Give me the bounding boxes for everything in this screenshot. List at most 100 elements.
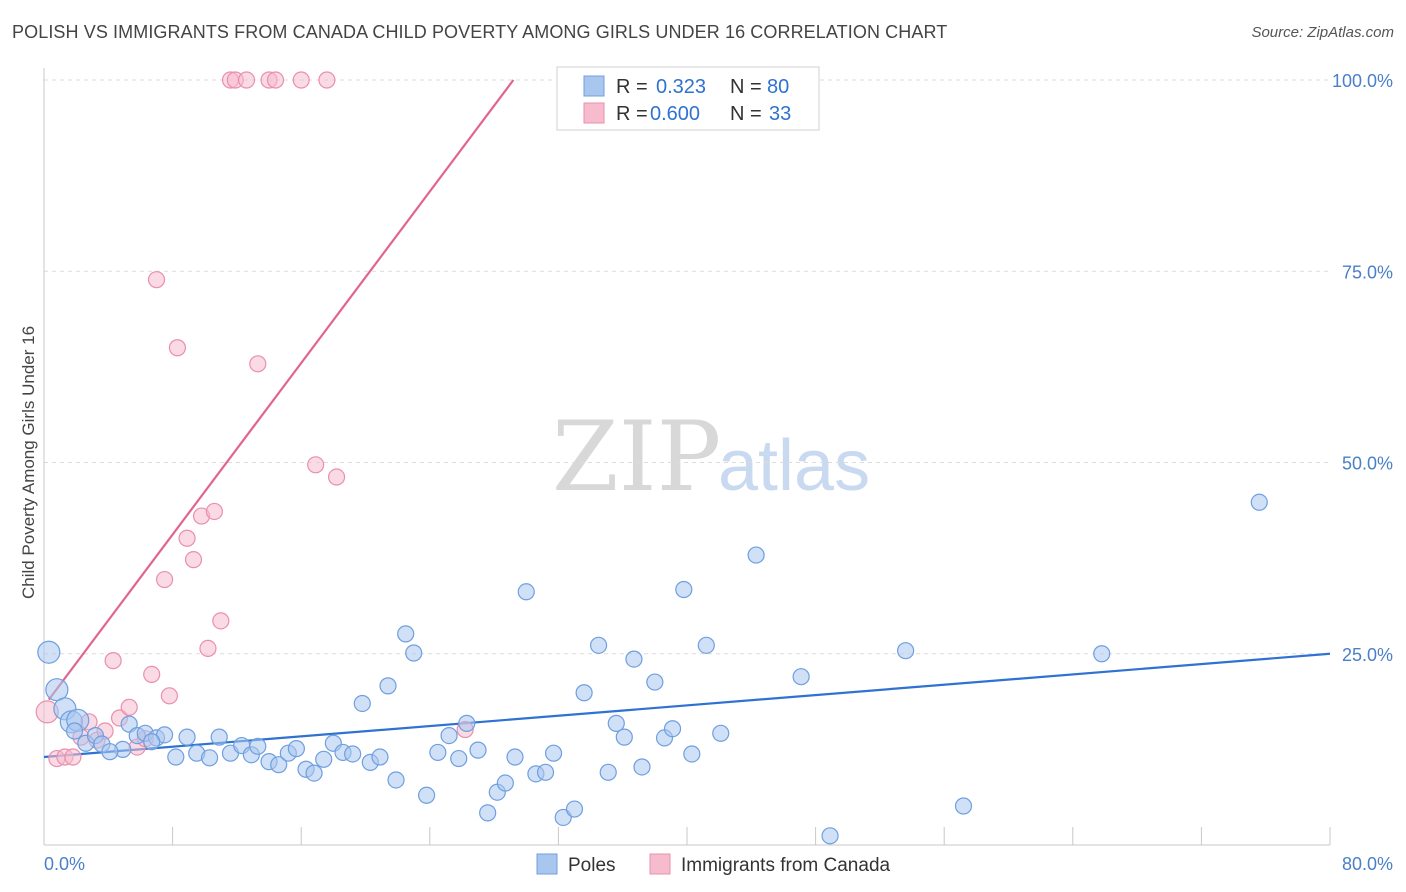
point-canada-19 xyxy=(184,551,203,569)
point-canada-23 xyxy=(212,612,230,630)
point-poles-74 xyxy=(954,797,973,815)
point-poles-28 xyxy=(305,764,323,782)
tick-labels: 25.0% 50.0% 75.0% 100.0% 0.0% 80.0% xyxy=(44,71,1393,874)
grid xyxy=(44,79,1330,655)
point-poles-52 xyxy=(536,763,555,781)
point-poles-18 xyxy=(210,728,228,746)
point-poles-0 xyxy=(37,640,61,664)
y-axis-label: Child Poverty Among Girls Under 16 xyxy=(19,326,38,599)
point-poles-56 xyxy=(575,684,593,702)
point-poles-53 xyxy=(544,744,563,762)
point-poles-26 xyxy=(287,740,305,758)
point-poles-71 xyxy=(792,668,810,686)
point-canada-27 xyxy=(249,355,267,373)
legend-n-label-canada: N = xyxy=(730,103,762,125)
legend-swatch-canada xyxy=(583,102,605,124)
y-tick-label-0: 25.0% xyxy=(1342,645,1393,665)
point-poles-17 xyxy=(200,749,219,767)
legend-r-label-poles: R = xyxy=(616,76,648,98)
legend-swatch-poles-bottom xyxy=(536,853,558,875)
legend-n-value-canada: 33 xyxy=(769,103,791,125)
point-poles-48 xyxy=(496,774,514,792)
point-poles-40 xyxy=(417,786,436,804)
point-poles-79 xyxy=(143,733,161,751)
point-poles-37 xyxy=(387,771,405,789)
point-poles-76 xyxy=(1250,493,1268,511)
point-poles-61 xyxy=(625,650,643,668)
point-poles-62 xyxy=(633,758,651,776)
y-tick-label-1: 50.0% xyxy=(1342,454,1393,474)
point-poles-68 xyxy=(697,636,715,654)
point-poles-33 xyxy=(353,694,371,713)
legend-n-value-poles: 80 xyxy=(767,76,789,98)
point-poles-22 xyxy=(249,737,267,755)
point-poles-73 xyxy=(897,642,915,660)
x-tick-label-max: 80.0% xyxy=(1342,854,1393,874)
point-poles-55 xyxy=(565,800,584,818)
watermark-atlas: atlas xyxy=(718,426,870,506)
source-credit: Source: ZipAtlas.com xyxy=(1251,24,1394,41)
watermark: ZIP atlas xyxy=(552,401,870,513)
data-points xyxy=(35,71,1268,845)
point-poles-38 xyxy=(397,625,415,643)
point-canada-17 xyxy=(168,339,187,357)
watermark-zip: ZIP xyxy=(552,401,721,513)
legend-n-label-poles: N = xyxy=(730,76,762,98)
point-poles-57 xyxy=(589,636,608,654)
legend-item-poles: Poles xyxy=(568,855,616,876)
point-canada-33 xyxy=(327,468,346,486)
point-poles-14 xyxy=(167,748,185,766)
point-canada-15 xyxy=(155,570,174,589)
point-poles-63 xyxy=(646,673,664,691)
point-poles-41 xyxy=(429,743,447,762)
point-poles-69 xyxy=(712,724,730,742)
point-poles-29 xyxy=(315,750,333,768)
point-poles-75 xyxy=(1093,645,1111,663)
point-poles-72 xyxy=(821,827,839,845)
point-poles-67 xyxy=(683,745,701,763)
point-poles-45 xyxy=(469,741,487,759)
point-canada-18 xyxy=(178,529,196,547)
point-canada-8 xyxy=(104,652,122,670)
point-poles-15 xyxy=(178,728,196,746)
legend-swatch-poles xyxy=(583,75,605,97)
point-poles-42 xyxy=(440,727,458,745)
point-poles-60 xyxy=(615,728,633,746)
point-poles-58 xyxy=(599,763,617,781)
point-poles-35 xyxy=(371,748,389,766)
point-poles-32 xyxy=(344,745,362,763)
point-canada-13 xyxy=(143,665,161,684)
point-poles-59 xyxy=(607,714,625,732)
point-poles-70 xyxy=(747,546,765,564)
point-poles-77 xyxy=(65,722,84,740)
point-poles-36 xyxy=(379,677,397,695)
point-canada-30 xyxy=(292,71,310,89)
legend-r-value-canada: 0.600 xyxy=(650,103,700,125)
point-poles-65 xyxy=(663,720,682,738)
y-tick-label-2: 75.0% xyxy=(1342,262,1393,282)
point-poles-50 xyxy=(517,583,535,601)
point-canada-22 xyxy=(205,502,223,521)
series-legend: Poles Immigrants from Canada xyxy=(536,853,891,876)
point-canada-3 xyxy=(64,748,82,766)
point-canada-10 xyxy=(120,698,138,716)
y-tick-label-3: 100.0% xyxy=(1332,71,1393,91)
point-poles-39 xyxy=(405,644,423,662)
legend-swatch-canada-bottom xyxy=(649,853,671,875)
point-canada-16 xyxy=(160,687,178,705)
point-canada-29 xyxy=(266,71,285,89)
point-canada-14 xyxy=(147,271,166,289)
point-canada-31 xyxy=(307,456,325,474)
point-poles-66 xyxy=(675,580,693,599)
legend-r-value-poles: 0.323 xyxy=(656,76,706,98)
point-canada-32 xyxy=(318,71,336,89)
trend-line-canada xyxy=(47,79,515,701)
chart-title: POLISH VS IMMIGRANTS FROM CANADA CHILD P… xyxy=(12,22,948,42)
point-poles-43 xyxy=(450,749,468,768)
legend-item-canada: Immigrants from Canada xyxy=(681,855,891,876)
x-tick-label-min: 0.0% xyxy=(44,854,85,874)
point-canada-26 xyxy=(237,71,256,89)
legend-r-label-canada: R = xyxy=(616,103,648,125)
point-poles-49 xyxy=(506,748,524,766)
